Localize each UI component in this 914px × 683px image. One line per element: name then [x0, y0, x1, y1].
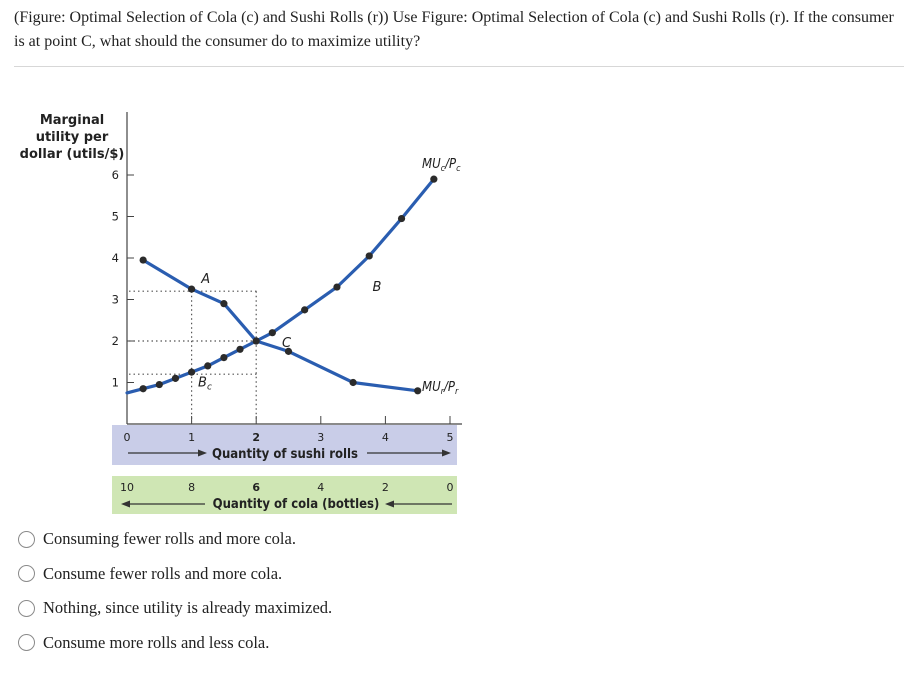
answer-options: Consuming fewer rolls and more cola. Con…	[18, 522, 332, 660]
question-divider	[14, 66, 904, 67]
y-tick-label: 2	[112, 334, 119, 348]
data-point	[365, 252, 373, 260]
data-point	[236, 345, 244, 353]
data-point	[220, 300, 228, 308]
sushi-tick-label: 3	[317, 431, 324, 444]
sushi-tick-label: 1	[188, 431, 195, 444]
cola-curve-label: MUc/Pc	[422, 157, 461, 174]
data-point	[139, 256, 147, 264]
sushi-curve-label: MUr/Pr	[422, 380, 459, 397]
y-tick-label: 6	[112, 168, 119, 182]
data-point	[268, 329, 276, 337]
cola-arrowhead	[385, 500, 394, 508]
radio-button-4[interactable]	[18, 634, 35, 652]
point-label: C	[282, 336, 292, 351]
answer-option-label: Consuming fewer rolls and more cola.	[43, 529, 296, 549]
data-point	[284, 347, 293, 355]
question-text: (Figure: Optimal Selection of Cola (c) a…	[14, 9, 894, 50]
y-axis-label: dollar (utils/$)	[20, 147, 125, 162]
point-label: Bc	[198, 376, 212, 393]
y-tick-label: 5	[112, 210, 119, 224]
radio-button-2[interactable]	[18, 565, 35, 583]
cola-axis-label: Quantity of cola (bottles)	[213, 497, 380, 512]
data-point	[414, 387, 422, 395]
sushi-tick-label: 0	[124, 431, 131, 444]
answer-option-label: Consume fewer rolls and more cola.	[43, 563, 283, 583]
utility-chart: Marginal utility per dollar (utils/$) 1 2 3 4 5…	[20, 112, 462, 514]
cola-tick-label: 6	[252, 481, 260, 494]
radio-button-1[interactable]	[18, 530, 35, 548]
data-point	[188, 285, 196, 293]
y-tick-label: 1	[112, 376, 119, 390]
data-point	[333, 283, 341, 291]
cola-arrowhead	[121, 500, 130, 508]
cola-tick-label: 2	[382, 481, 389, 494]
y-tick-label: 4	[112, 251, 119, 265]
cola-axis-band	[112, 476, 457, 514]
data-point	[397, 214, 406, 223]
data-point	[139, 385, 147, 393]
data-point	[349, 378, 357, 387]
answer-option-1[interactable]: Consuming fewer rolls and more cola.	[18, 522, 332, 557]
data-point	[301, 306, 309, 314]
cola-tick-label: 4	[317, 481, 324, 494]
answer-option-label: Nothing, since utility is already maximi…	[43, 598, 333, 618]
cola-mu-curve	[125, 177, 436, 395]
data-point	[430, 175, 438, 183]
cola-tick-label: 8	[188, 481, 195, 494]
answer-option-label: Consume more rolls and less cola.	[43, 632, 270, 652]
y-axis-label: utility per	[36, 130, 109, 145]
sushi-tick-label: 2	[252, 431, 260, 444]
data-point	[188, 368, 196, 376]
data-point	[204, 362, 212, 370]
y-tick-label: 3	[112, 293, 119, 307]
sushi-axis-label: Quantity of sushi rolls	[212, 447, 358, 462]
data-point	[252, 337, 260, 345]
answer-option-2[interactable]: Consume fewer rolls and more cola.	[18, 557, 332, 592]
answer-option-4[interactable]: Consume more rolls and less cola.	[18, 626, 332, 661]
y-axis-label: Marginal	[40, 113, 104, 128]
point-label: A	[200, 272, 210, 287]
data-point	[155, 380, 163, 389]
data-point	[171, 374, 180, 382]
sushi-tick-label: 4	[382, 431, 389, 444]
sushi-axis-band	[112, 425, 457, 465]
data-point	[220, 354, 228, 362]
cola-tick-label: 0	[447, 481, 454, 494]
sushi-arrowhead	[442, 449, 451, 457]
sushi-tick-label: 5	[447, 431, 454, 444]
sushi-arrowhead	[198, 449, 207, 457]
point-label: B	[372, 280, 381, 295]
answer-option-3[interactable]: Nothing, since utility is already maximi…	[18, 591, 332, 626]
cola-tick-label: 10	[120, 481, 134, 494]
radio-button-3[interactable]	[18, 599, 35, 617]
